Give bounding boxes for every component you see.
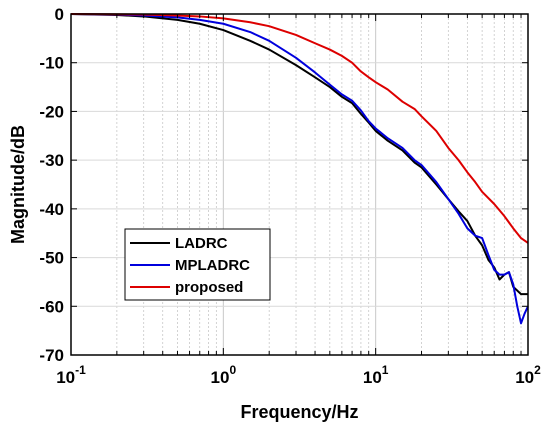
legend-label-ladrc: LADRC [175, 235, 228, 252]
series-line-mpladrc [70, 13, 529, 325]
y-tick-label: -50 [39, 249, 64, 268]
legend: LADRC MPLADRC proposed [124, 228, 271, 301]
x-tick-label: 10-1 [56, 363, 86, 387]
y-tick-label: -70 [39, 346, 64, 365]
y-tick-label: -30 [39, 151, 64, 170]
x-tick-label: 101 [363, 363, 389, 387]
y-tick-label: -10 [39, 54, 64, 73]
plot-frame [70, 13, 529, 356]
ticks [71, 13, 528, 356]
legend-label-proposed: proposed [175, 279, 243, 296]
legend-label-mpladrc: MPLADRC [175, 257, 250, 274]
x-axis-label: Frequency/Hz [240, 402, 358, 422]
y-tick-label: -60 [39, 297, 64, 316]
y-tick-label: 0 [55, 5, 64, 24]
y-tick-label: -40 [39, 200, 64, 219]
y-axis-label: Magnitude/dB [8, 125, 28, 244]
x-tick-label: 102 [515, 363, 541, 387]
y-tick-label: -20 [39, 102, 64, 121]
x-tick-label: 100 [211, 363, 237, 387]
